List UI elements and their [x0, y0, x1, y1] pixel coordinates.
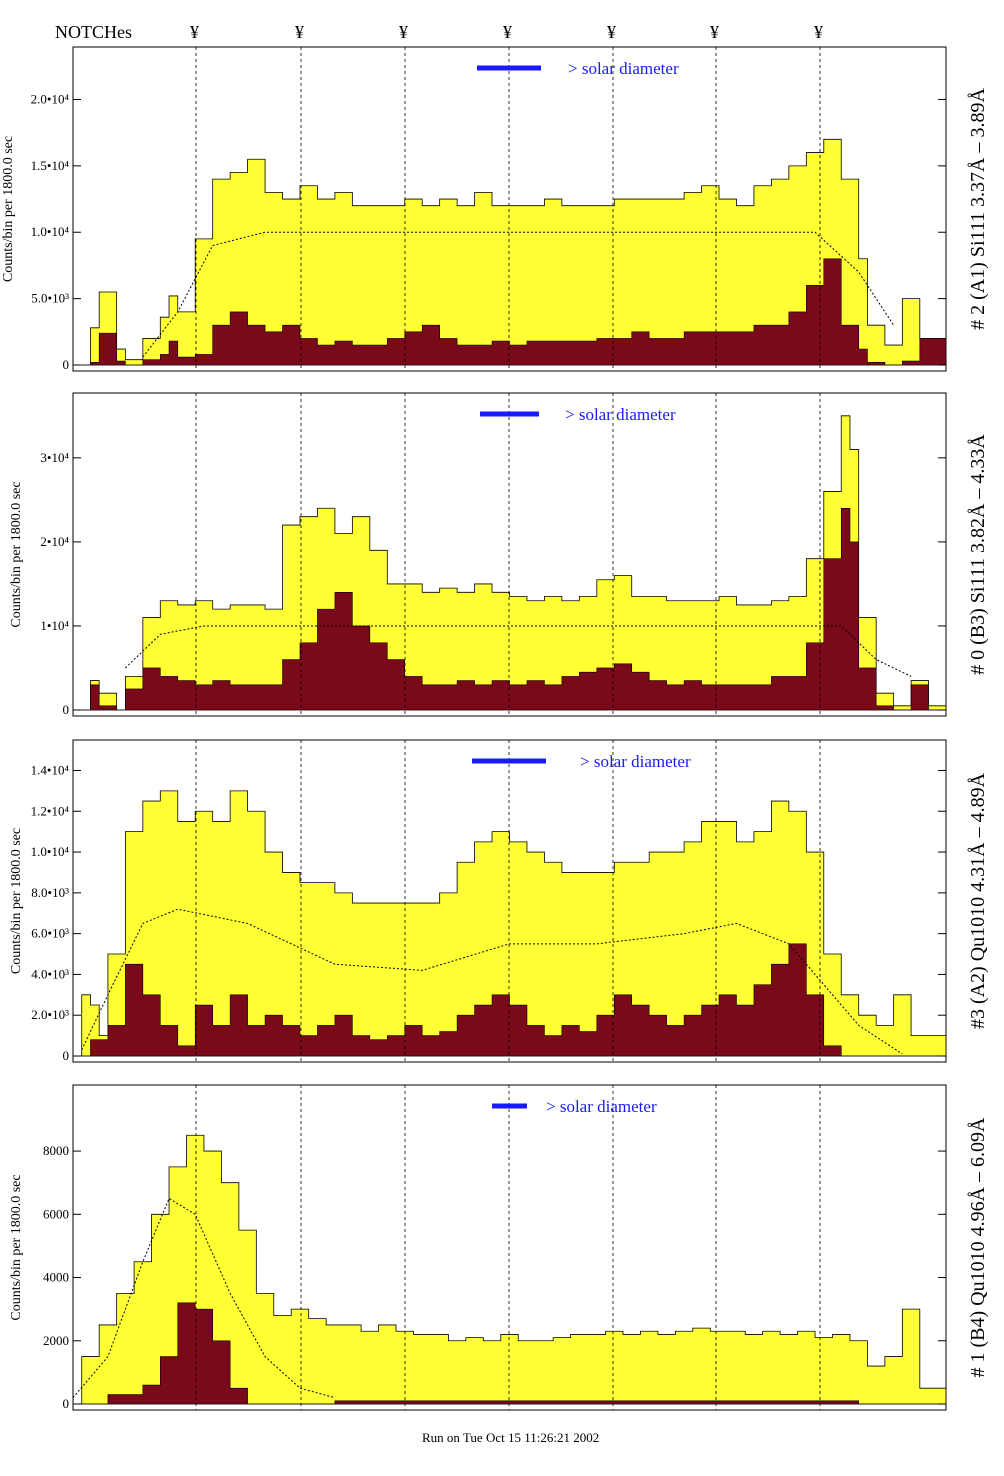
- y-tick-label: 8000: [43, 1143, 69, 1158]
- series-low-counts: [73, 943, 946, 1057]
- series-low-counts: [73, 258, 947, 366]
- y-tick-label: 4.0•10³: [31, 966, 69, 981]
- y-tick-label: 0: [63, 357, 70, 372]
- y-tick-label: 2•10⁴: [40, 534, 69, 549]
- y-tick-label: 8.0•10³: [31, 885, 69, 900]
- y-tick-label: 3•10⁴: [40, 450, 69, 465]
- model-curve: [142, 231, 895, 358]
- notch-symbol: ¥: [607, 22, 616, 42]
- y-tick-label: 2000: [43, 1333, 69, 1348]
- channel-label: # 2 (A1) Si111 3.37Å – 3.89Å: [967, 88, 989, 330]
- y-axis-label: Counts/bin per 1800.0 sec: [9, 481, 24, 627]
- y-tick-label: 1.4•10⁴: [31, 762, 70, 777]
- y-tick-label: 2.0•10³: [31, 1007, 69, 1022]
- y-tick-label: 1.2•10⁴: [31, 803, 70, 818]
- plot-frame: [72, 46, 947, 372]
- notch-markers: ¥ ¥ ¥ ¥ ¥ ¥ ¥: [190, 22, 823, 42]
- solar-diameter-label: > solar diameter: [580, 752, 691, 771]
- chart-panel-0: 0 5.0•10³ 1.0•10⁴ 1.5•10⁴ 2.0•10⁴ Counts/bin …: [1, 46, 989, 372]
- solar-diameter-label: > solar diameter: [568, 59, 679, 78]
- y-tick-label: 1•10⁴: [40, 618, 69, 633]
- y-tick-label: 5.0•10³: [31, 291, 69, 306]
- plot-frame: [72, 739, 947, 1063]
- y-tick-label: 1.0•10⁴: [31, 224, 70, 239]
- run-timestamp: Run on Tue Oct 15 11:26:21 2002: [422, 1430, 599, 1445]
- model-curve: [72, 1197, 336, 1399]
- channel-label: # 0 (B3) Si111 3.82Å – 4.33Å: [967, 434, 989, 675]
- y-axis-label: Counts/bin per 1800.0 sec: [9, 1174, 24, 1320]
- y-tick-label: 2.0•10⁴: [31, 91, 70, 106]
- notch-symbol: ¥: [399, 22, 408, 42]
- channel-label: #3 (A2) Qu1010 4.31Å – 4.89Å: [967, 772, 989, 1029]
- y-tick-label: 4000: [43, 1270, 69, 1285]
- chart-panels: 0 5.0•10³ 1.0•10⁴ 1.5•10⁴ 2.0•10⁴ Counts/bin …: [1, 46, 989, 1411]
- notch-symbol: ¥: [710, 22, 719, 42]
- chart-panel-1: 0 1•10⁴ 2•10⁴ 3•10⁴ Counts/bin per 1800.0 se…: [9, 392, 989, 717]
- solar-diameter-label: > solar diameter: [546, 1097, 657, 1116]
- series-total-counts: [73, 790, 947, 1057]
- y-axis-label: Counts/bin per 1800.0 sec: [1, 136, 16, 282]
- model-curve: [125, 625, 912, 677]
- chart-panel-3: 0 2000 4000 6000 8000 Counts/bin per 1800.0 s…: [9, 1084, 989, 1411]
- notch-symbol: ¥: [814, 22, 823, 42]
- y-tick-label: 6000: [43, 1206, 69, 1221]
- y-tick-label: 1.5•10⁴: [31, 158, 70, 173]
- notch-symbol: ¥: [190, 22, 199, 42]
- y-tick-label: 6.0•10³: [31, 926, 69, 941]
- notches-title: NOTCHes: [55, 22, 132, 42]
- solar-diameter-label: > solar diameter: [565, 405, 676, 424]
- y-tick-label: 0: [63, 1048, 70, 1063]
- y-tick-label: 0: [63, 702, 70, 717]
- y-tick-label: 0: [63, 1396, 70, 1411]
- notch-symbol: ¥: [503, 22, 512, 42]
- series-total-counts: [73, 415, 947, 711]
- channel-label: # 1 (B4) Qu1010 4.96Å – 6.09Å: [967, 1117, 989, 1378]
- plot-frame: [72, 1084, 947, 1411]
- notch-symbol: ¥: [295, 22, 304, 42]
- series-low-counts: [73, 1302, 946, 1405]
- model-curve: [81, 908, 903, 1055]
- series-low-counts: [73, 507, 946, 711]
- plot-frame: [72, 392, 947, 717]
- y-tick-label: 1.0•10⁴: [31, 844, 70, 859]
- series-total-counts: [73, 1134, 947, 1405]
- y-axis-label: Counts/bin per 1800.0 sec: [9, 828, 24, 974]
- chart-panel-2: 0 2.0•10³ 4.0•10³ 6.0•10³ 8.0•10³ 1.0•10⁴ 1.2•…: [9, 739, 989, 1063]
